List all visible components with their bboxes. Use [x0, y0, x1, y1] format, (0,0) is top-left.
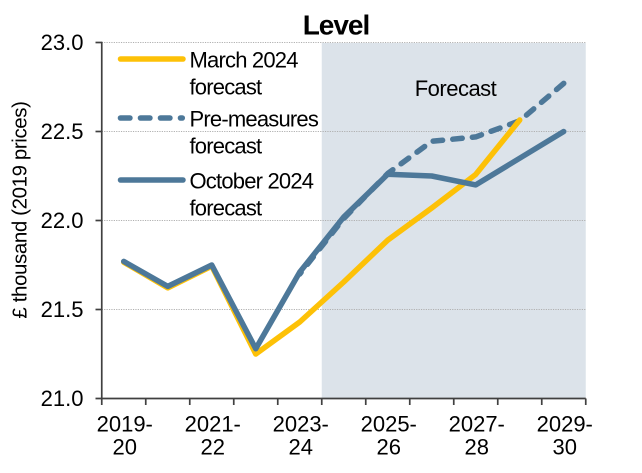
svg-text:Level: Level [303, 10, 370, 41]
svg-text:2019-: 2019- [97, 412, 153, 437]
svg-text:21.0: 21.0 [41, 386, 84, 411]
svg-text:28: 28 [465, 435, 489, 460]
svg-text:23.0: 23.0 [41, 30, 84, 55]
svg-text:2029-: 2029- [537, 412, 593, 437]
svg-text:March 2024: March 2024 [190, 48, 299, 73]
svg-text:Forecast: Forecast [415, 76, 497, 101]
svg-text:2021-: 2021- [185, 412, 241, 437]
svg-text:2025-: 2025- [361, 412, 417, 437]
svg-text:24: 24 [289, 435, 313, 460]
svg-text:30: 30 [553, 435, 577, 460]
svg-text:2023-: 2023- [273, 412, 329, 437]
svg-text:2027-: 2027- [449, 412, 505, 437]
svg-text:21.5: 21.5 [41, 297, 84, 322]
svg-text:forecast: forecast [190, 196, 263, 221]
svg-text:22.5: 22.5 [41, 119, 84, 144]
svg-text:October 2024: October 2024 [190, 169, 314, 194]
svg-text:£ thousand (2019 prices): £ thousand (2019 prices) [9, 101, 32, 318]
svg-text:22.0: 22.0 [41, 208, 84, 233]
svg-text:22: 22 [201, 435, 225, 460]
svg-text:20: 20 [113, 435, 137, 460]
svg-text:forecast: forecast [190, 134, 263, 159]
svg-text:26: 26 [377, 435, 401, 460]
svg-text:Pre-measures: Pre-measures [190, 107, 319, 132]
svg-text:forecast: forecast [190, 75, 263, 100]
